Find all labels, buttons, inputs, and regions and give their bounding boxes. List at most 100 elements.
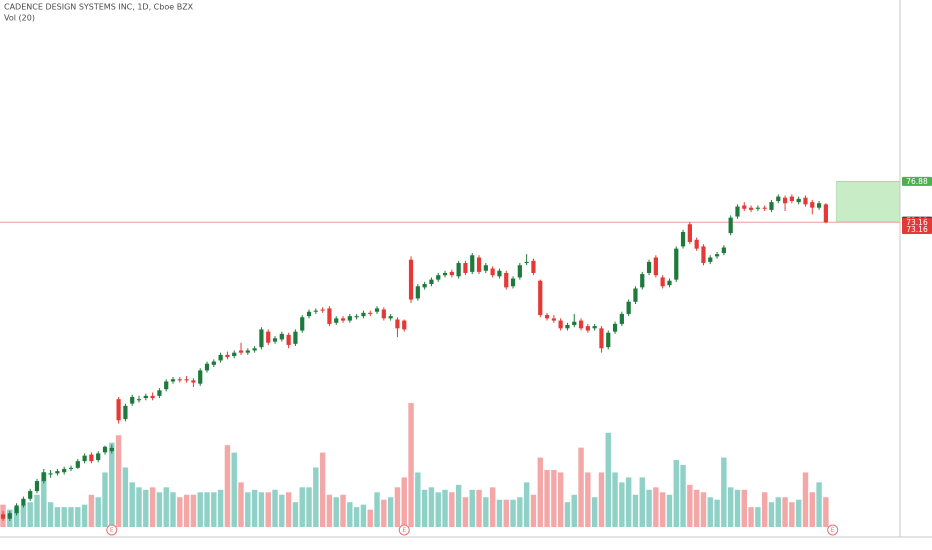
- candle-body: [436, 275, 441, 280]
- candle-body: [544, 315, 550, 319]
- chart-title: CADENCE DESIGN SYSTEMS INC, 1D, Cboe BZX: [4, 3, 194, 12]
- volume-bar: [428, 487, 435, 527]
- candle-body: [306, 311, 312, 317]
- volume-bar: [489, 487, 496, 527]
- candle-body: [402, 320, 407, 330]
- price-label: 73.16: [906, 225, 928, 234]
- price-label: 73.16: [906, 218, 928, 227]
- candle-body: [694, 239, 699, 249]
- volume-bar: [333, 497, 339, 527]
- volume-bar: [272, 489, 278, 527]
- candle-body: [762, 207, 767, 209]
- candle-body: [524, 261, 529, 264]
- candle-body: [82, 455, 87, 462]
- candle-body: [48, 473, 53, 475]
- candle-body: [810, 202, 815, 208]
- volume-bar: [204, 492, 210, 527]
- candle-body: [653, 257, 658, 276]
- candle-body: [599, 328, 604, 349]
- volume-bar: [761, 492, 768, 527]
- volume-bar: [95, 497, 101, 527]
- volume-bar: [109, 442, 115, 527]
- volume-bar: [387, 497, 394, 527]
- volume-bar: [578, 447, 584, 527]
- candle-body: [422, 284, 427, 288]
- volume-bar: [163, 487, 169, 527]
- candle-body: [204, 363, 210, 371]
- volume-bar: [190, 494, 197, 527]
- candle-body: [728, 217, 733, 234]
- candle-body: [34, 481, 40, 492]
- candle-body: [687, 224, 692, 242]
- candle-body: [130, 396, 135, 404]
- candle-body: [136, 399, 142, 401]
- candle-body: [354, 316, 359, 318]
- candle-body: [395, 319, 400, 329]
- candle-body: [198, 370, 203, 384]
- volume-bar: [183, 494, 190, 527]
- candle-body: [75, 461, 80, 468]
- volume-bar: [734, 489, 741, 527]
- volume-bar: [523, 482, 530, 527]
- volume-bar: [285, 492, 292, 527]
- price-label-box: [902, 176, 932, 186]
- volume-bar: [143, 489, 149, 527]
- volume-bar: [75, 507, 81, 527]
- candle-body: [96, 453, 101, 461]
- volume-bar: [503, 499, 509, 527]
- candle-body: [7, 513, 12, 519]
- candle-body: [667, 280, 672, 286]
- volume-bar: [700, 492, 707, 527]
- candle-body: [708, 257, 713, 262]
- volume-bar: [591, 497, 598, 527]
- candle-body: [388, 316, 393, 319]
- volume-bar: [530, 494, 537, 527]
- candle-body: [735, 206, 740, 217]
- volume-bar: [557, 472, 564, 527]
- volume-bar: [571, 494, 577, 527]
- volume-bar: [347, 502, 353, 527]
- volume-bar: [469, 489, 475, 527]
- volume-bar: [340, 494, 346, 527]
- volume-bar: [517, 497, 523, 527]
- volume-bar: [170, 492, 176, 527]
- candle-body: [300, 317, 305, 331]
- candle-body: [504, 272, 509, 288]
- volume-bar: [802, 472, 809, 527]
- volume-bar: [496, 499, 503, 527]
- candle-body: [266, 331, 271, 343]
- volume-bar: [721, 457, 727, 527]
- volume-bar: [768, 502, 775, 527]
- volume-bar: [795, 499, 802, 527]
- candle-body: [660, 277, 665, 287]
- volume-bar: [727, 487, 734, 527]
- volume-bar: [666, 494, 673, 527]
- candle-body: [592, 326, 597, 329]
- candle-body: [123, 405, 128, 420]
- volume-bar: [374, 492, 380, 527]
- candle-body: [640, 274, 645, 288]
- candle-body: [551, 318, 556, 321]
- volume-bar: [551, 469, 557, 527]
- candle-body: [585, 326, 590, 331]
- candle-body: [279, 333, 284, 340]
- price-label: 76.88: [906, 177, 928, 186]
- candle-body: [721, 247, 726, 254]
- candle-body: [0, 514, 6, 519]
- candle-body: [674, 248, 679, 280]
- candle-body: [769, 202, 774, 210]
- volume-bar: [659, 492, 666, 527]
- candle-body: [177, 379, 182, 381]
- candle-body: [572, 321, 577, 326]
- candle-body: [701, 246, 706, 264]
- candle-body: [218, 354, 223, 361]
- price-label-box: [902, 225, 932, 235]
- volume-bar: [775, 497, 781, 527]
- candle-body: [742, 205, 747, 209]
- volume-bar: [455, 484, 462, 527]
- candle-body: [429, 279, 434, 285]
- candle-body: [327, 308, 332, 324]
- candle-body: [14, 505, 19, 514]
